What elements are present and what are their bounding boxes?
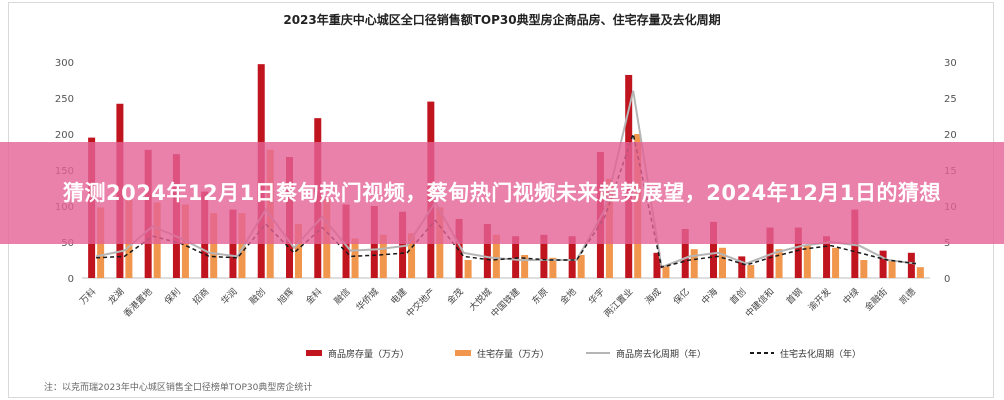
legend-label: 住宅去化周期（年） <box>780 348 861 360</box>
commercial-stock-bar <box>766 227 774 278</box>
residential-stock-bar <box>295 224 302 278</box>
category-label: 中建信和 <box>743 286 777 320</box>
left-axis-tick: 0 <box>68 274 74 285</box>
residential-stock-bar <box>238 213 246 278</box>
category-label: 两江置业 <box>602 286 635 319</box>
residential-stock-bar <box>888 260 896 278</box>
commercial-stock-bar <box>681 229 689 278</box>
residential-stock-bar <box>549 257 557 278</box>
category-label: 中绿 <box>840 286 861 307</box>
category-label: 金地 <box>558 286 579 307</box>
commercial-stock-bar <box>738 256 746 278</box>
left-axis-tick: 250 <box>55 94 74 105</box>
commercial-stock-bar <box>483 224 491 278</box>
right-axis-tick: 20 <box>944 130 957 141</box>
category-label: 金科 <box>303 286 324 307</box>
residential-stock-bar <box>521 254 529 278</box>
legend-label: 商品房存量（万方） <box>328 348 409 360</box>
commercial-stock-bar <box>399 211 407 278</box>
category-label: 金茂 <box>444 286 465 307</box>
commercial-stock-bar <box>653 252 661 278</box>
commercial-stock-bar <box>907 252 915 278</box>
residential-stock-bar <box>464 260 472 278</box>
category-label: 金融街 <box>862 286 890 314</box>
commercial-stock-bar <box>823 236 831 278</box>
category-label: 旭辉 <box>275 286 296 307</box>
category-label: 保利 <box>162 286 183 307</box>
left-axis-tick: 300 <box>55 58 74 69</box>
commercial-cycle-line <box>95 90 917 269</box>
chart-footnote: 注：以克而瑞2023年中心城区销售全口径榜单TOP30典型房企统计 <box>44 383 313 393</box>
residential-stock-bar <box>577 254 585 278</box>
commercial-stock-bar <box>512 236 520 278</box>
commercial-stock-bar <box>879 250 887 278</box>
residential-stock-bar <box>832 247 840 278</box>
commercial-stock-bar <box>710 221 717 278</box>
residential-stock-bar <box>210 213 218 278</box>
right-axis-tick: 25 <box>944 94 957 105</box>
residential-stock-bar <box>662 265 670 278</box>
residential-stock-bar <box>803 245 811 278</box>
commercial-stock-bar <box>568 236 576 278</box>
commercial-stock-bar <box>540 234 548 278</box>
category-label: 大悦城 <box>466 286 494 314</box>
category-label: 东原 <box>529 286 550 307</box>
category-label: 华润 <box>218 286 239 307</box>
category-label: 中国铁建 <box>488 286 522 320</box>
chart-title: 2023年重庆中心城区全口径销售额TOP30典型房企商品房、住宅存量及去化周期 <box>283 12 720 27</box>
category-label: 首创 <box>727 286 748 307</box>
residential-stock-bar <box>775 249 783 278</box>
residential-stock-bar <box>492 234 500 278</box>
category-label: 电建 <box>388 286 409 307</box>
category-label: 融创 <box>247 286 268 307</box>
category-label: 中海 <box>699 286 720 307</box>
legend-label: 商品房去化周期（年） <box>616 348 706 360</box>
category-label: 华侨城 <box>353 286 381 314</box>
commercial-stock-bar <box>794 227 802 278</box>
category-label: 海成 <box>642 286 663 307</box>
residential-stock-bar <box>860 260 868 278</box>
residential-stock-bar <box>916 267 924 278</box>
category-label: 龙湖 <box>105 286 126 307</box>
residential-stock-bar <box>379 234 387 278</box>
right-axis-tick: 0 <box>944 274 950 285</box>
category-label: 保亿 <box>671 286 692 307</box>
category-label: 融信 <box>331 286 352 307</box>
category-label: 中交地产 <box>404 286 438 320</box>
residential-stock-bar <box>719 247 726 278</box>
category-label: 渝开发 <box>806 286 834 314</box>
left-axis-tick: 200 <box>55 130 74 141</box>
article-banner: 猜测2024年12月1日蔡甸热门视频，蔡甸热门视频未来趋势展望，2024年12月… <box>0 142 1004 244</box>
article-title[interactable]: 猜测2024年12月1日蔡甸热门视频，蔡甸热门视频未来趋势展望，2024年12月… <box>62 181 942 205</box>
category-label: 香港置地 <box>121 286 155 320</box>
category-label: 华宇 <box>586 286 607 307</box>
legend-swatch <box>455 350 471 356</box>
residential-stock-bar <box>747 265 755 278</box>
category-label: 万科 <box>77 286 98 307</box>
category-label: 首钢 <box>784 286 805 307</box>
legend-label: 住宅存量（万方） <box>477 348 549 360</box>
legend-swatch <box>306 350 322 356</box>
right-axis-tick: 30 <box>944 58 957 69</box>
category-label: 凯德 <box>897 286 918 307</box>
category-label: 招商 <box>190 286 211 307</box>
residential-stock-bar <box>351 238 359 278</box>
residential-stock-bar <box>690 249 698 278</box>
residential-stock-bar <box>408 233 416 278</box>
commercial-stock-bar <box>455 218 463 278</box>
